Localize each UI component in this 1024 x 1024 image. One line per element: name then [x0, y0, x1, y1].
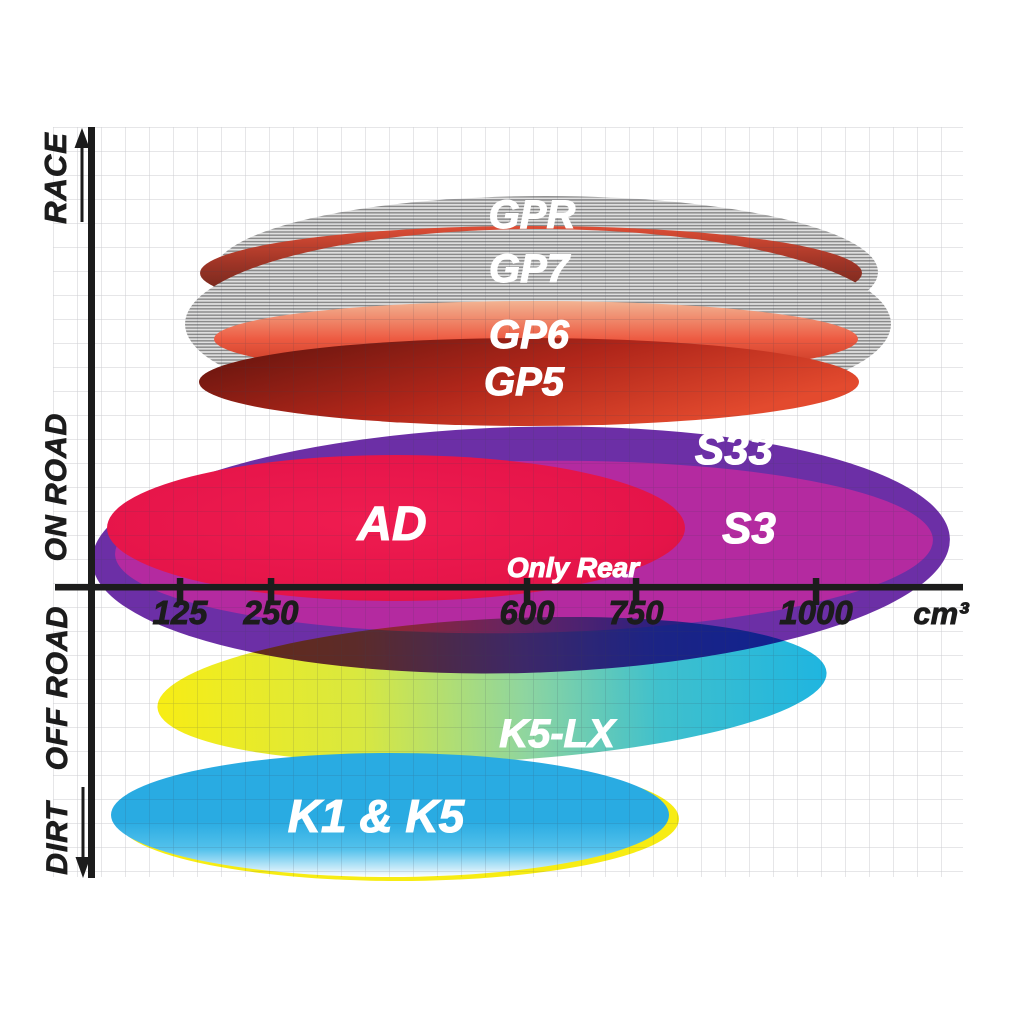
y-label-on-road: ON ROAD: [40, 413, 73, 562]
x-tick-600: [523, 578, 531, 605]
x-tick-250: [267, 578, 275, 605]
y-axis-line: [88, 127, 95, 878]
x-axis-line: [55, 584, 963, 591]
label-k5lx: K5-LX: [499, 712, 617, 756]
label-s3: S3: [722, 504, 776, 553]
label-only-rear: Only Rear: [507, 552, 641, 583]
bubble-labels: GPR GP7 GP6 GP5 S33 AD S3 Only Rear K5-L…: [287, 192, 776, 842]
x-tick-label-600: 600: [499, 594, 555, 631]
x-tick-label-250: 250: [242, 594, 299, 631]
y-label-race: RACE: [38, 132, 73, 224]
label-gp7: GP7: [489, 247, 571, 291]
x-tick-label-750: 750: [608, 594, 664, 631]
x-tick-labels: 125 250 600 750 1000 cm³: [152, 594, 970, 632]
y-category-labels: RACE ON ROAD OFF ROAD DIRT: [38, 131, 75, 875]
x-tick-label-1000: 1000: [779, 594, 853, 631]
race-arrow-up-icon: [74, 128, 90, 148]
x-tick-750: [632, 578, 640, 605]
grid-overlay: [53, 127, 963, 877]
label-gpr: GPR: [489, 193, 576, 237]
dirt-arrow-down-icon: [75, 857, 91, 878]
label-ad: AD: [356, 498, 426, 551]
label-gp6: GP6: [489, 313, 570, 357]
label-k1k5: K1 & K5: [288, 790, 466, 842]
x-tick-1000: [812, 578, 820, 605]
x-axis-unit-label: cm³: [913, 596, 969, 631]
axes-group: [55, 127, 963, 878]
x-tick-label-125: 125: [152, 594, 208, 631]
y-label-dirt: DIRT: [41, 800, 74, 875]
label-s33: S33: [695, 425, 773, 474]
y-label-off-road: OFF ROAD: [41, 606, 74, 771]
label-gp5: GP5: [484, 360, 565, 404]
x-tick-125: [176, 578, 184, 605]
